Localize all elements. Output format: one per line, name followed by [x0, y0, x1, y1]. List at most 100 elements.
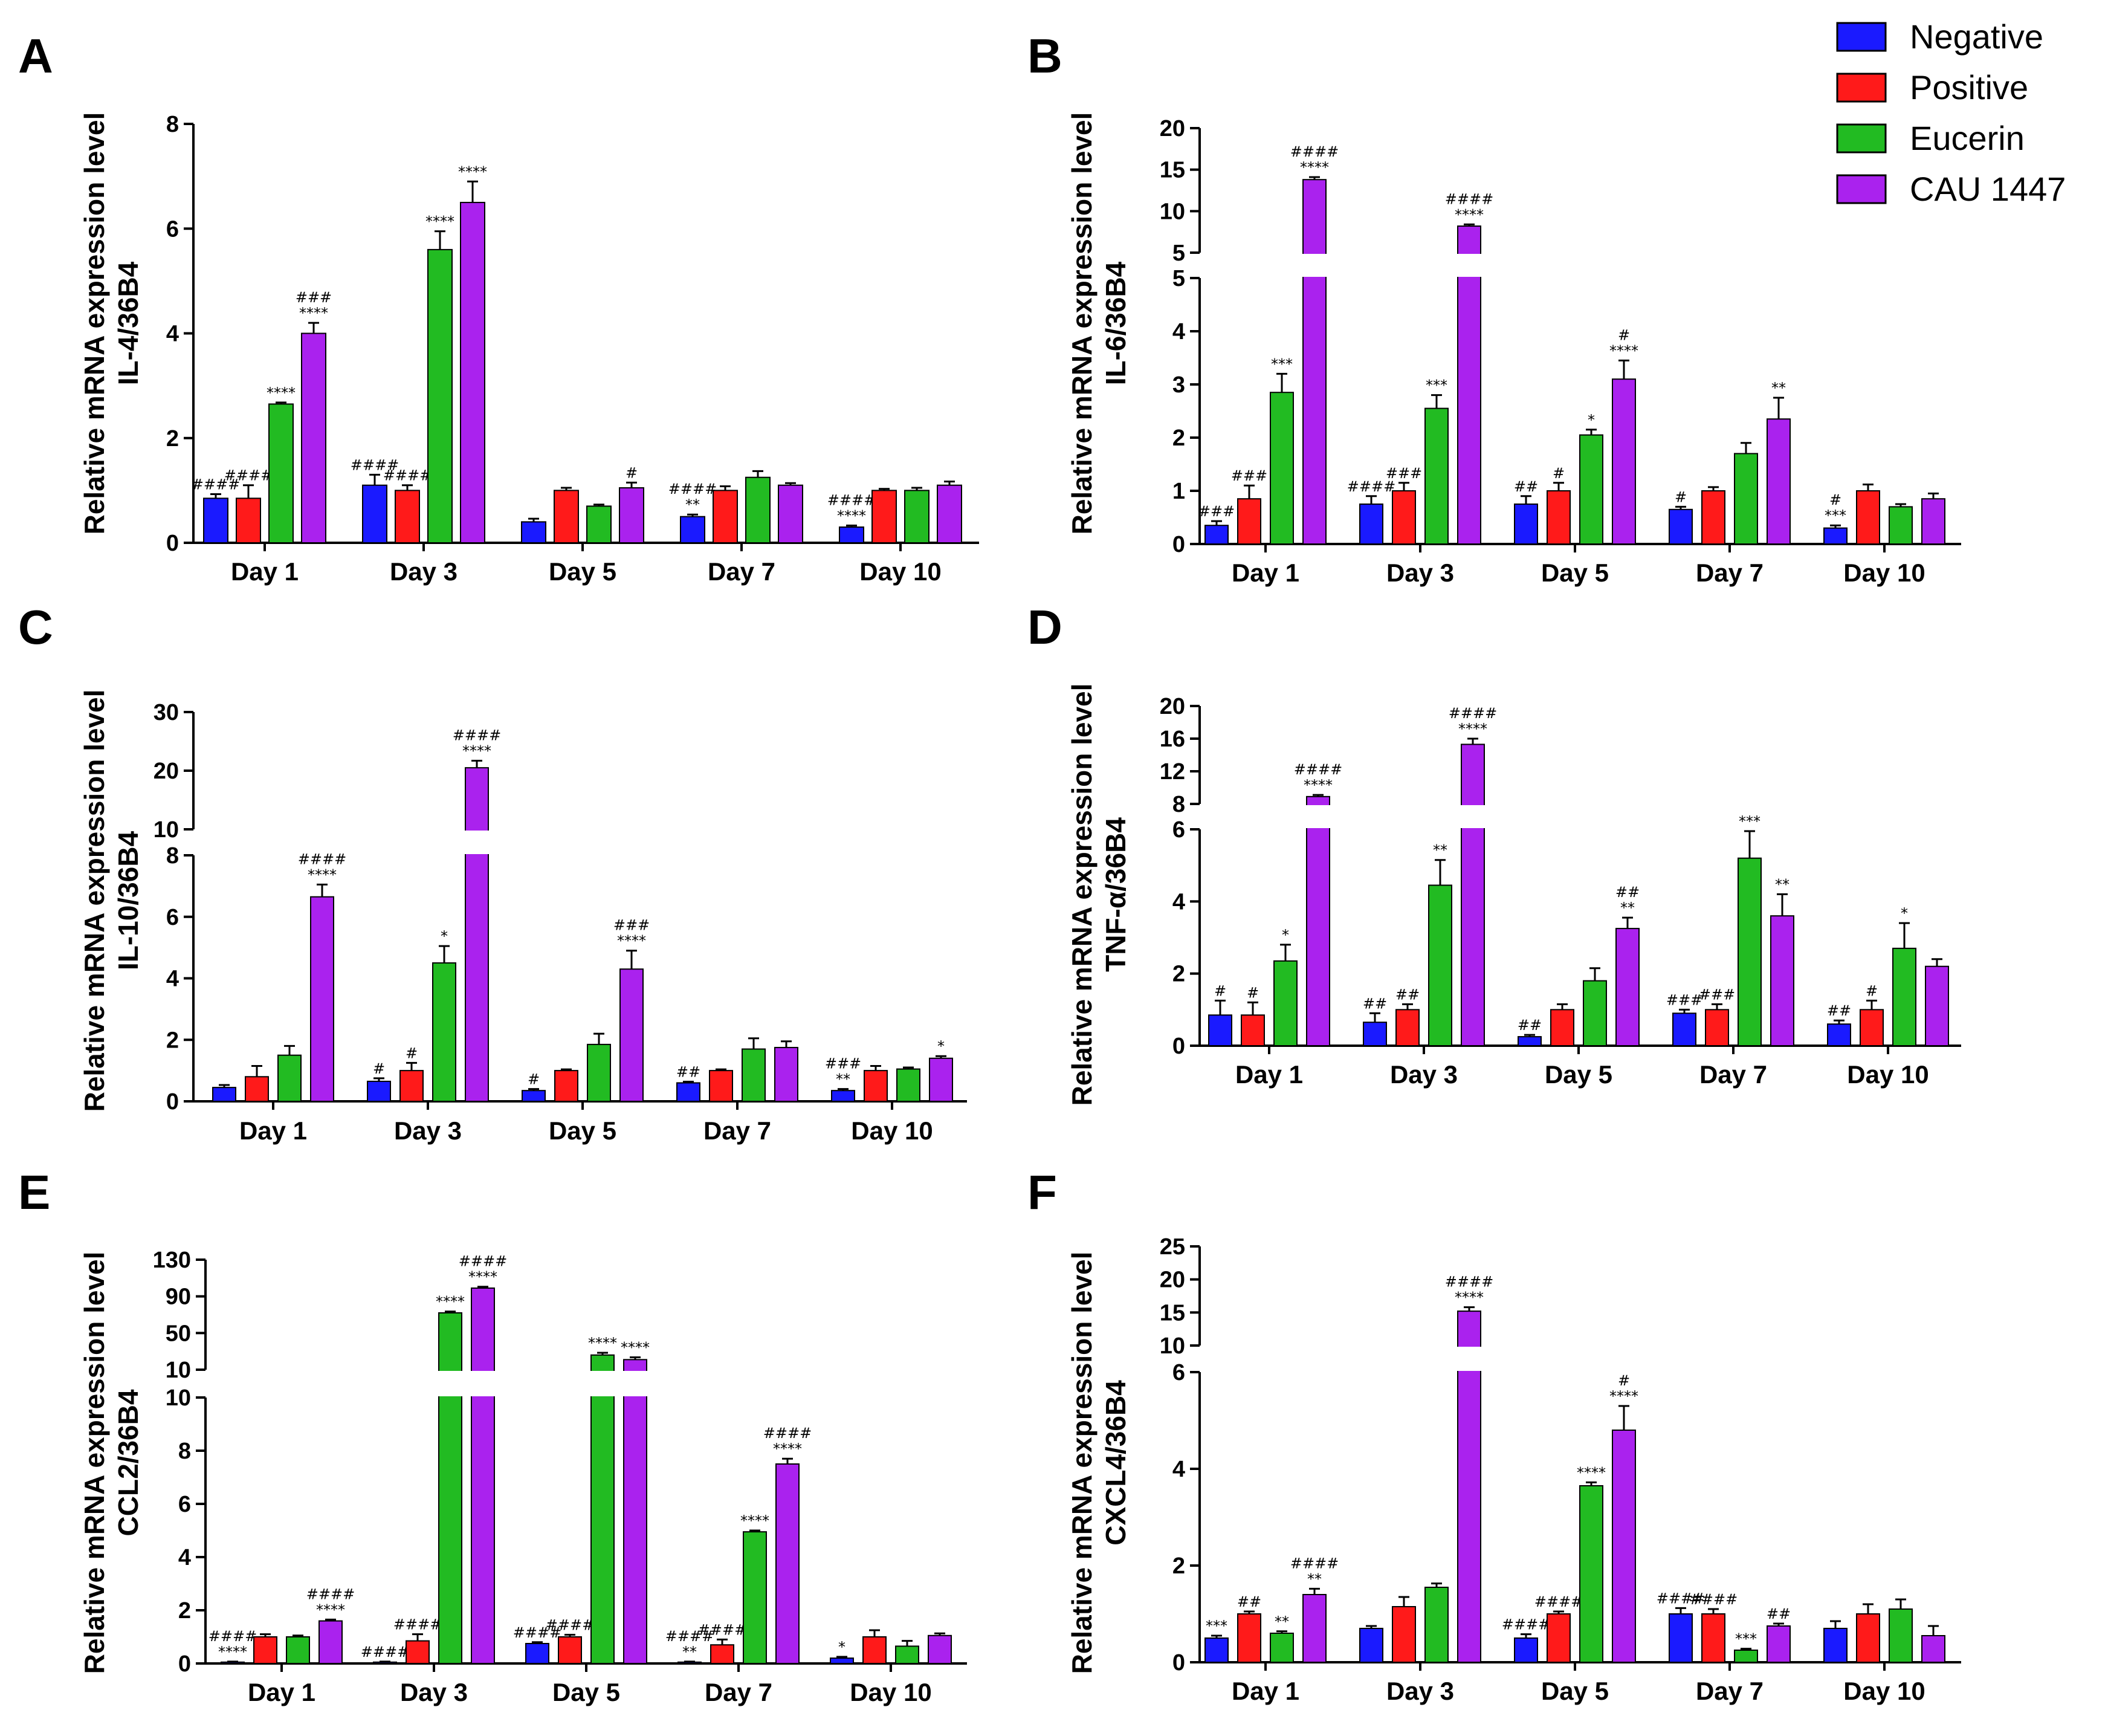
bar — [774, 1046, 798, 1102]
bar — [399, 1070, 424, 1102]
y-tick-label: 2 — [1172, 962, 1185, 987]
y-tick-label: 8 — [178, 1439, 191, 1464]
category-label: Day 1 — [1232, 1677, 1299, 1705]
y-tick-label: 0 — [1172, 1034, 1185, 1059]
significance-label: *** — [1735, 1631, 1757, 1648]
y-tick-label: 25 — [1160, 1234, 1185, 1260]
y-tick-label: 5 — [1172, 241, 1185, 266]
axis-break-gap — [436, 1371, 464, 1396]
y-axis-title: Relative mRNA expression level — [79, 112, 110, 535]
bar — [438, 1312, 462, 1664]
significance-label: #### — [698, 1621, 746, 1638]
legend-label-eucerin: Eucerin — [1910, 119, 2025, 157]
significance-label: **** — [458, 163, 487, 180]
y-axis-title: Relative mRNA expression level — [79, 1252, 110, 1674]
y-tick-label: 2 — [166, 1028, 179, 1053]
significance-label: **** — [308, 866, 337, 883]
bar — [713, 490, 738, 543]
y-tick-label: 15 — [1160, 158, 1185, 183]
axis-break-gap — [1301, 254, 1328, 277]
significance-label: **** — [837, 507, 866, 524]
y-axis-subtitle: TNF-α/36B4 — [1100, 817, 1131, 972]
bar — [1270, 392, 1294, 545]
bar — [1579, 434, 1603, 545]
bar — [1359, 1628, 1383, 1663]
significance-label: ### — [296, 289, 332, 306]
bar — [521, 521, 546, 543]
panel-letter: C — [18, 600, 53, 654]
bar — [1547, 490, 1571, 545]
bar — [937, 484, 962, 544]
y-axis-subtitle: IL-6/36B4 — [1100, 261, 1131, 385]
significance-label: *** — [1739, 813, 1760, 830]
category-label: Day 1 — [1235, 1060, 1303, 1089]
x-axis-labels: Day 1 Day 3 Day 5 Day 7 Day 10 — [239, 1116, 933, 1145]
significance-label: **** — [218, 1644, 247, 1660]
y-tick-label: 0 — [166, 1089, 179, 1115]
bar — [709, 1070, 733, 1102]
bar — [253, 1636, 277, 1664]
y-axis-title: Relative mRNA expression level — [79, 690, 110, 1112]
category-label: Day 10 — [851, 1116, 933, 1145]
significance-label: # — [1214, 982, 1226, 999]
significance-label: **** — [1609, 1388, 1638, 1405]
significance-label: #### — [459, 1253, 507, 1270]
significance-label: **** — [436, 1294, 465, 1310]
y-tick-label: 20 — [1160, 1268, 1185, 1293]
bar — [1767, 1625, 1791, 1663]
bar — [1612, 378, 1636, 545]
category-label: Day 10 — [1843, 1677, 1925, 1705]
significance-label: #### — [763, 1425, 812, 1442]
category-label: Day 7 — [703, 1116, 771, 1145]
panel-b: B Relative mRNA expression level IL-6/36… — [1027, 29, 1961, 587]
y-tick-label: 2 — [1172, 426, 1185, 451]
category-label: Day 3 — [1386, 1677, 1454, 1705]
significance-label: # — [373, 1060, 385, 1077]
axis-break-gap — [1455, 254, 1483, 277]
significance-label: ** — [1775, 876, 1790, 893]
y-tick-label: 4 — [166, 967, 179, 992]
panel-e: E Relative mRNA expression level CCL2/36… — [18, 1165, 967, 1706]
bar — [745, 476, 771, 543]
significance-label: #### — [1534, 1593, 1583, 1610]
bar — [1583, 980, 1607, 1046]
bar — [471, 1287, 495, 1664]
significance-label: #### — [1290, 1555, 1339, 1572]
y-tick-label: 6 — [1172, 1360, 1185, 1385]
bar — [203, 497, 228, 544]
significance-label: **** — [1455, 206, 1484, 223]
bar — [1302, 179, 1327, 545]
category-label: Day 1 — [239, 1116, 307, 1145]
legend-label-positive: Positive — [1910, 68, 2028, 106]
significance-label: *** — [1426, 377, 1447, 394]
bar — [286, 1636, 310, 1664]
significance-label: **** — [425, 213, 454, 230]
significance-label: ** — [1433, 842, 1447, 859]
significance-label: # — [1247, 984, 1259, 1001]
y-tick-label: 4 — [166, 322, 179, 347]
significance-label: **** — [267, 384, 296, 401]
significance-label: #### — [224, 467, 273, 484]
bar — [1615, 928, 1640, 1047]
bar — [1823, 527, 1848, 545]
category-label: Day 10 — [859, 557, 941, 586]
bar — [1392, 490, 1416, 545]
significance-label: ### — [1198, 503, 1235, 520]
significance-label: # — [1553, 465, 1565, 482]
significance-label: #### — [546, 1616, 594, 1633]
category-label: Day 7 — [705, 1678, 772, 1706]
panel-d: D Relative mRNA expression level TNF-α/3… — [1027, 600, 1961, 1106]
bar — [1856, 1613, 1880, 1663]
significance-label: **** — [299, 305, 328, 322]
legend-swatch-eucerin — [1836, 123, 1887, 154]
category-label: Day 10 — [1843, 559, 1925, 587]
significance-label: #### — [827, 491, 876, 508]
significance-label: **** — [1458, 721, 1487, 737]
y-tick-label: 12 — [1160, 759, 1185, 785]
y-tick-label: 4 — [178, 1545, 191, 1570]
y-tick-label: 3 — [1172, 372, 1185, 398]
bar — [1518, 1036, 1542, 1047]
significance-label: #### — [668, 481, 717, 497]
